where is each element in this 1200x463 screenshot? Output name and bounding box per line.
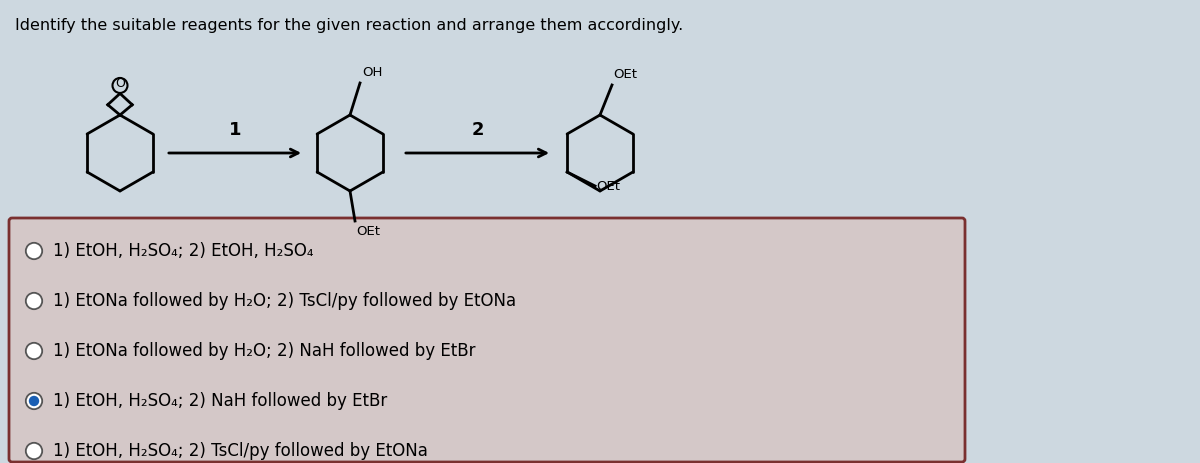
Text: OH: OH (362, 66, 383, 79)
Text: 1) EtOH, H₂SO₄; 2) NaH followed by EtBr: 1) EtOH, H₂SO₄; 2) NaH followed by EtBr (53, 392, 388, 410)
Text: 2: 2 (472, 121, 484, 139)
Text: OEt: OEt (356, 225, 380, 238)
Circle shape (26, 293, 42, 309)
Circle shape (26, 343, 42, 359)
FancyBboxPatch shape (10, 218, 965, 462)
Circle shape (26, 243, 42, 259)
Text: Identify the suitable reagents for the given reaction and arrange them according: Identify the suitable reagents for the g… (14, 18, 683, 33)
Text: 1) EtONa followed by H₂O; 2) NaH followed by EtBr: 1) EtONa followed by H₂O; 2) NaH followe… (53, 342, 475, 360)
Text: O: O (115, 77, 125, 90)
Circle shape (26, 443, 42, 459)
Text: 1) EtOH, H₂SO₄; 2) TsCl/py followed by EtONa: 1) EtOH, H₂SO₄; 2) TsCl/py followed by E… (53, 442, 428, 460)
Text: OEt: OEt (596, 180, 620, 193)
Circle shape (26, 393, 42, 409)
Text: 1) EtONa followed by H₂O; 2) TsCl/py followed by EtONa: 1) EtONa followed by H₂O; 2) TsCl/py fol… (53, 292, 516, 310)
Circle shape (113, 78, 127, 93)
Text: 1: 1 (229, 121, 241, 139)
Text: OEt: OEt (613, 68, 637, 81)
Circle shape (29, 396, 40, 406)
Text: 1) EtOH, H₂SO₄; 2) EtOH, H₂SO₄: 1) EtOH, H₂SO₄; 2) EtOH, H₂SO₄ (53, 242, 313, 260)
